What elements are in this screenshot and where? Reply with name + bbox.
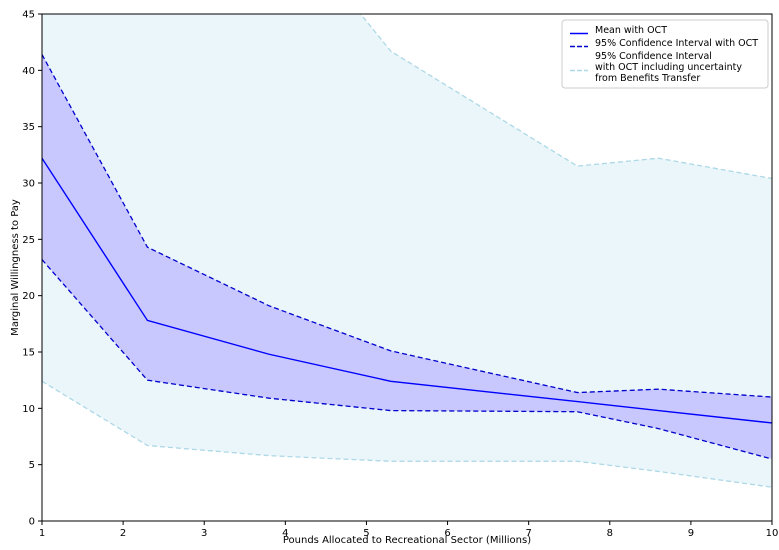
y-tick-label: 5 <box>29 460 35 471</box>
y-tick-label: 35 <box>22 122 35 133</box>
x-tick-label: 8 <box>607 528 613 539</box>
legend: Mean with OCT 95% Confidence Interval wit… <box>561 19 769 89</box>
y-tick-label: 0 <box>29 517 35 528</box>
confidence-interval-lower-line <box>42 259 772 460</box>
x-tick-label: 10 <box>766 528 779 539</box>
y-tick-label: 40 <box>22 66 35 77</box>
benefits-transfer-upper-line <box>359 14 772 180</box>
plot-frame <box>41 13 773 522</box>
x-tick-label: 9 <box>688 528 694 539</box>
x-tick-label: 1 <box>39 528 45 539</box>
x-tick-label: 2 <box>120 528 126 539</box>
legend-benefits-transfer-label: 95% Confidence Interval with OCT includin… <box>595 51 742 84</box>
mean-line <box>42 157 772 424</box>
x-tick-label: 7 <box>525 528 531 539</box>
y-tick-label: 10 <box>22 404 35 415</box>
y-tick-label: 45 <box>22 10 35 21</box>
x-tick-label: 3 <box>201 528 207 539</box>
confidence-interval-band <box>42 54 772 460</box>
y-tick-label: 25 <box>22 235 35 246</box>
y-axis-label: Marginal Willingness to Pay <box>10 199 21 336</box>
x-axis-label: Pounds Allocated to Recreational Sector … <box>283 535 531 546</box>
y-tick-label: 15 <box>22 348 35 359</box>
y-tick-label: 30 <box>22 179 35 190</box>
benefits-transfer-lower-line <box>42 380 772 488</box>
series-lines <box>42 14 772 488</box>
confidence-interval-upper-line <box>42 54 772 398</box>
confidence-bands <box>42 14 772 488</box>
legend-box <box>561 19 769 89</box>
legend-confidence-interval-label: 95% Confidence Interval with OCT <box>595 38 758 49</box>
y-tick-label: 20 <box>22 291 35 302</box>
x-tick-label: 4 <box>282 528 288 539</box>
x-tick-label: 5 <box>363 528 369 539</box>
legend-mean-label: Mean with OCT <box>595 25 667 36</box>
x-tick-label: 6 <box>444 528 450 539</box>
